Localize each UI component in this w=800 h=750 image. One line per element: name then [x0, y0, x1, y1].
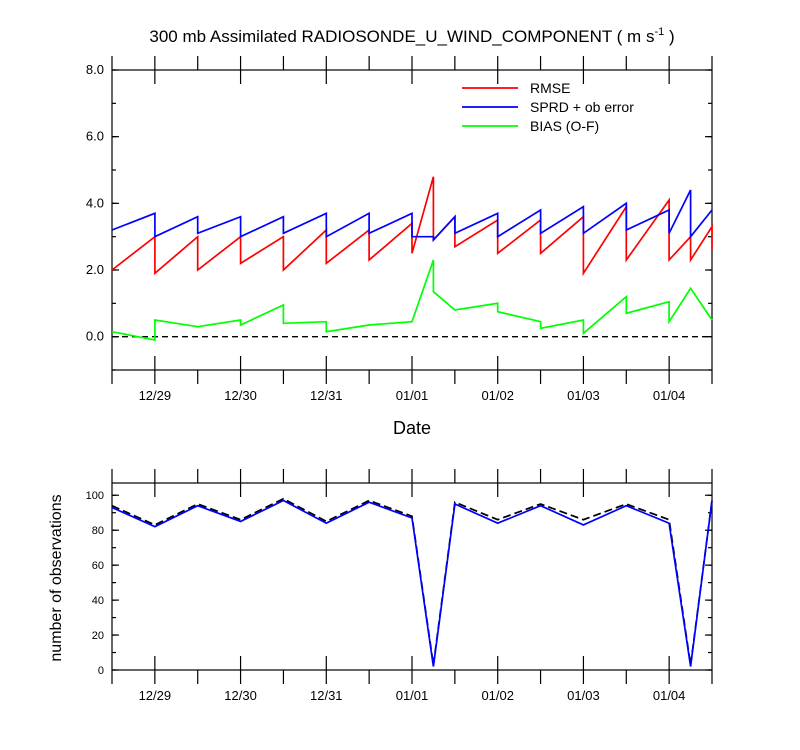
bottom-chart-panel: 0 20 40 60 80 100 12/29 12/30 12/31 01/01 01/02 01/… — [86, 469, 713, 703]
bottom-x-tick-label: 01/04 — [653, 688, 686, 703]
bottom-y-axis-label: number of observations — [48, 494, 65, 661]
top-x-tick-label: 01/04 — [653, 388, 686, 403]
top-series-line-1 — [111, 189, 713, 243]
bottom-series-line-1 — [111, 499, 713, 667]
bottom-y-tick-label: 60 — [92, 560, 104, 572]
top-y-tick-label: 8.0 — [86, 62, 104, 77]
top-x-tick-label: 01/03 — [567, 388, 600, 403]
top-y-tick-label: 0.0 — [86, 329, 104, 344]
top-x-tick-label: 12/30 — [224, 388, 257, 403]
legend-label-1: SPRD + ob error — [530, 99, 634, 115]
top-x-axis-label: Date — [393, 418, 431, 438]
top-y-tick-label: 2.0 — [86, 262, 104, 277]
chart-title: 300 mb Assimilated RADIOSONDE_U_WIND_COM… — [149, 26, 674, 46]
bottom-x-tick-label: 01/02 — [481, 688, 514, 703]
top-chart-panel: 0.0 2.0 4.0 6.0 8.0 12/29 12/30 12/31 01/01 01/02… — [86, 56, 713, 403]
top-y-tick-label: 6.0 — [86, 129, 104, 144]
bottom-x-tick-label: 01/01 — [396, 688, 429, 703]
chart-title-unit-sup: -1 — [654, 26, 664, 38]
bottom-x-tick-label: 12/30 — [224, 688, 257, 703]
legend: RMSE SPRD + ob error BIAS (O-F) — [462, 80, 634, 134]
chart-title-close: ) — [664, 27, 674, 46]
bottom-y-tick-label: 20 — [92, 630, 104, 642]
bottom-y-tick-label: 0 — [98, 665, 104, 677]
bottom-x-tick-label: 12/29 — [139, 688, 172, 703]
top-y-tick-label: 4.0 — [86, 195, 104, 210]
chart-title-text: 300 mb Assimilated RADIOSONDE_U_WIND_COM… — [149, 27, 654, 46]
top-x-tick-label: 01/02 — [481, 388, 514, 403]
legend-label-0: RMSE — [530, 80, 570, 96]
legend-label-2: BIAS (O-F) — [530, 118, 599, 134]
bottom-x-tick-label: 01/03 — [567, 688, 600, 703]
bottom-plot-frame — [111, 482, 713, 671]
bottom-y-tick-label: 40 — [92, 595, 104, 607]
bottom-series-line-0 — [111, 497, 713, 665]
bottom-x-tick-label: 12/31 — [310, 688, 343, 703]
top-series-line-2 — [111, 259, 713, 342]
top-x-tick-label: 12/31 — [310, 388, 343, 403]
top-x-tick-label: 01/01 — [396, 388, 429, 403]
top-x-tick-label: 12/29 — [139, 388, 172, 403]
bottom-y-tick-label: 80 — [92, 525, 104, 537]
bottom-y-tick-label: 100 — [86, 490, 104, 502]
